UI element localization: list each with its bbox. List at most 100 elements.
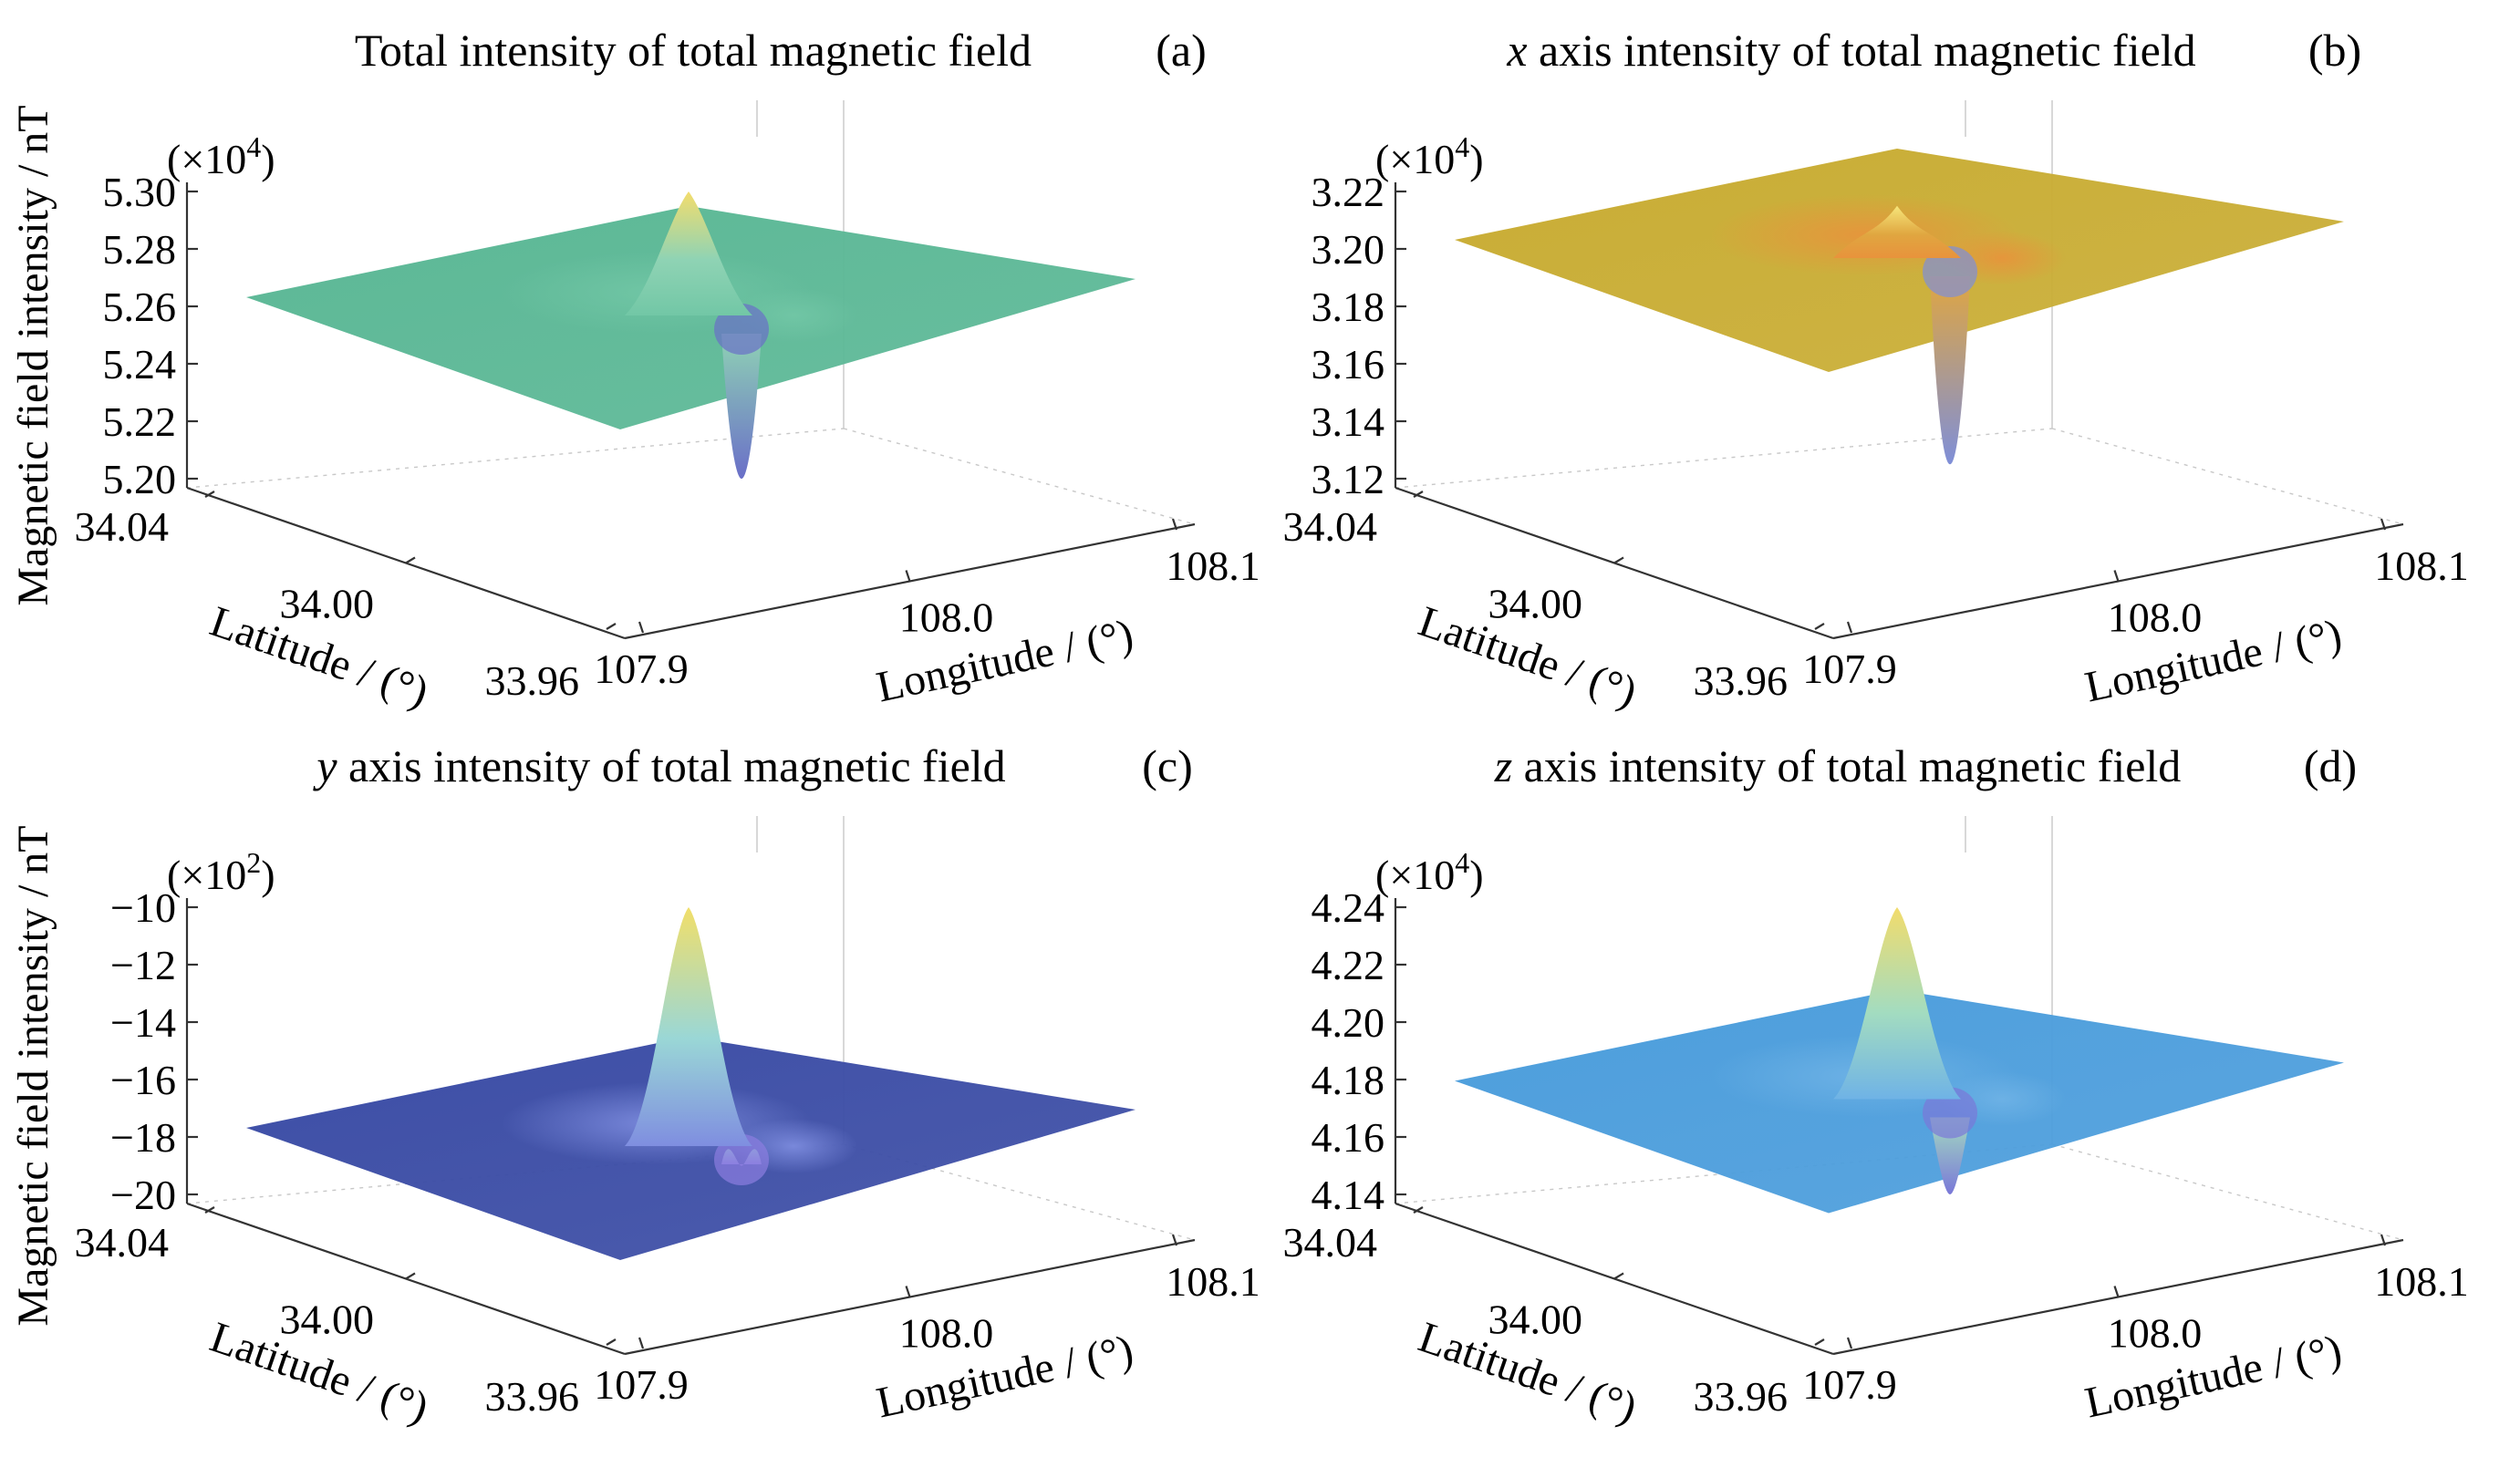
lat-tick-mark-d xyxy=(1413,1206,1424,1214)
z-multiplier-a: (×104) xyxy=(167,130,275,182)
surface-dip-b xyxy=(1923,246,1977,297)
lat-tick-mark-a xyxy=(606,623,617,630)
lon-tick-label-a: 107.9 xyxy=(594,646,689,692)
z-tick-label-c: −10 xyxy=(110,884,176,931)
lat-tick-mark-a xyxy=(204,491,215,498)
z-tick-label-d: 4.14 xyxy=(1312,1172,1385,1218)
lat-tick-label-a: 34.04 xyxy=(75,503,170,550)
surface-trough-a xyxy=(721,334,762,479)
z-tick-label-a: 5.26 xyxy=(103,284,177,330)
z-tick-label-a: 5.28 xyxy=(103,226,177,273)
lat-tick-label-a: 33.96 xyxy=(485,657,580,704)
surface-trough-b xyxy=(1930,276,1970,465)
lon-tick-label-a: 108.1 xyxy=(1166,542,1260,589)
z-tick-label-d: 4.24 xyxy=(1312,884,1385,931)
surface-peak-d xyxy=(1833,907,1961,1100)
z-tick-label-d: 4.18 xyxy=(1312,1057,1385,1103)
z-tick-label-c: −16 xyxy=(110,1057,176,1103)
lon-tick-mark-a xyxy=(638,621,645,634)
grid-back-floor-b-b xyxy=(2051,428,2404,525)
lat-tick-label-c: 33.96 xyxy=(485,1373,580,1420)
surface-dip-d xyxy=(1923,1087,1977,1139)
surface-peak-c xyxy=(625,907,752,1146)
z-tick-label-d: 4.16 xyxy=(1312,1114,1385,1161)
panel-label-d: (d) xyxy=(2304,740,2357,791)
z-tick-label-a: 5.20 xyxy=(103,456,177,502)
z-tick-label-c: −20 xyxy=(110,1172,176,1218)
lat-tick-label-c: 34.00 xyxy=(280,1297,375,1343)
z-tick-label-c: −14 xyxy=(110,999,176,1046)
lat-tick-label-a: 34.00 xyxy=(280,581,375,627)
z-tick-label-b: 3.12 xyxy=(1312,456,1385,502)
title-c: y axis intensity of total magnetic field xyxy=(312,740,1005,791)
lon-tick-mark-b xyxy=(2113,570,2120,582)
lon-tick-label-c: 107.9 xyxy=(594,1361,689,1408)
panel-d: z axis intensity of total magnetic field… xyxy=(1283,740,2469,1432)
title-b: x axis intensity of total magnetic field xyxy=(1506,25,2195,76)
lat-tick-label-b: 33.96 xyxy=(1694,657,1789,704)
lon-tick-label-d: 108.0 xyxy=(2108,1310,2203,1357)
grid-back-floor-b-d xyxy=(2051,1143,2404,1241)
lon-tick-mark-a xyxy=(1171,518,1178,531)
surface-trough-d xyxy=(1930,1117,1970,1194)
lon-tick-label-d: 107.9 xyxy=(1802,1361,1897,1408)
lon-tick-mark-b xyxy=(2380,518,2387,531)
lat-tick-mark-a xyxy=(405,556,416,564)
z-tick-label-c: −18 xyxy=(110,1114,176,1161)
z-tick-label-b: 3.16 xyxy=(1312,341,1385,388)
z-tick-label-b: 3.14 xyxy=(1312,398,1385,445)
lat-tick-mark-b xyxy=(1814,623,1825,630)
panel-b: x axis intensity of total magnetic field… xyxy=(1283,25,2469,717)
lon-tick-mark-a xyxy=(905,570,911,582)
panel-label-b: (b) xyxy=(2308,25,2361,76)
surface-peak-b xyxy=(1833,205,1961,258)
lat-tick-mark-d xyxy=(1613,1272,1624,1280)
lon-tick-mark-d xyxy=(2380,1234,2387,1246)
lon-tick-mark-c xyxy=(905,1286,911,1297)
z-tick-label-d: 4.22 xyxy=(1312,942,1385,988)
panel-a: Total intensity of total magnetic field (… xyxy=(75,25,1260,717)
surface-dip-c xyxy=(714,1134,769,1185)
lon-tick-label-b: 107.9 xyxy=(1802,646,1897,692)
lon-tick-mark-b xyxy=(1846,621,1853,634)
lon-tick-mark-d xyxy=(1846,1337,1853,1349)
lat-tick-mark-c xyxy=(204,1206,215,1214)
lon-tick-label-a: 108.0 xyxy=(899,594,994,641)
z-multiplier-c: (×102) xyxy=(167,846,275,898)
z-multiplier-d: (×104) xyxy=(1375,846,1484,898)
z-tick-label-a: 5.24 xyxy=(103,341,177,388)
z-tick-label-c: −12 xyxy=(110,942,176,988)
surface-peak-a xyxy=(625,191,752,315)
lat-tick-label-d: 34.04 xyxy=(1283,1219,1378,1266)
lat-tick-label-d: 33.96 xyxy=(1694,1373,1789,1420)
panels: Total intensity of total magnetic field (… xyxy=(75,25,2469,1432)
lon-tick-mark-c xyxy=(1171,1234,1178,1246)
lat-tick-mark-c xyxy=(405,1272,416,1280)
lon-tick-label-c: 108.1 xyxy=(1166,1258,1260,1305)
lat-tick-mark-b xyxy=(1613,556,1624,564)
lon-tick-mark-d xyxy=(2113,1286,2120,1297)
lon-tick-label-b: 108.1 xyxy=(2374,542,2469,589)
lat-tick-mark-b xyxy=(1413,491,1424,498)
lat-tick-label-d: 34.00 xyxy=(1488,1297,1583,1343)
lat-tick-mark-d xyxy=(1814,1338,1825,1346)
lat-tick-label-c: 34.04 xyxy=(75,1219,170,1266)
z-tick-label-a: 5.30 xyxy=(103,169,177,215)
z-tick-label-b: 3.18 xyxy=(1312,284,1385,330)
panel-c: y axis intensity of total magnetic field… xyxy=(75,740,1260,1432)
title-d: z axis intensity of total magnetic field xyxy=(1494,740,2182,791)
grid-back-floor-b-a xyxy=(843,428,1196,525)
shared-ylabel-top: Magnetic field intensity / nT xyxy=(9,105,57,605)
z-multiplier-b: (×104) xyxy=(1375,130,1484,182)
lon-tick-label-b: 108.0 xyxy=(2108,594,2203,641)
z-tick-label-b: 3.20 xyxy=(1312,226,1385,273)
surface-dip-a xyxy=(714,304,769,355)
panel-label-a: (a) xyxy=(1156,25,1207,76)
z-tick-label-a: 5.22 xyxy=(103,398,177,445)
title-a: Total intensity of total magnetic field xyxy=(355,25,1032,76)
z-tick-label-d: 4.20 xyxy=(1312,999,1385,1046)
panel-label-c: (c) xyxy=(1142,740,1193,791)
grid-back-floor-b-c xyxy=(843,1143,1196,1241)
lon-tick-label-d: 108.1 xyxy=(2374,1258,2469,1305)
